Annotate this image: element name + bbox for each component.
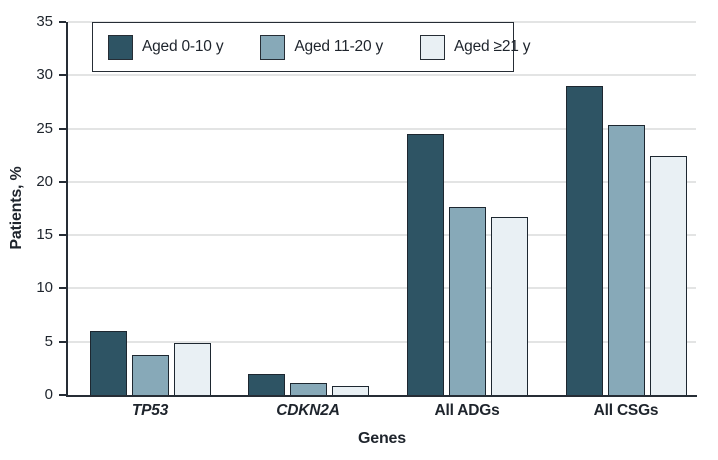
legend-item: Aged ≥21 y: [420, 34, 531, 60]
gridline: [68, 180, 696, 183]
y-tick-label: 20: [36, 172, 53, 190]
y-tick: [59, 180, 66, 183]
x-category-label: All ADGs: [434, 402, 500, 419]
y-tick-label: 10: [36, 279, 53, 297]
bar: [448, 207, 486, 395]
bar: [131, 354, 169, 395]
gridline: [68, 340, 696, 343]
gridline: [68, 74, 696, 77]
legend-swatch-series-1: [260, 34, 286, 60]
y-axis-line: [66, 22, 68, 397]
y-tick: [59, 287, 66, 290]
y-tick-label: 35: [36, 13, 53, 30]
bar: [565, 85, 603, 395]
plot-area: Aged 0-10 y Aged 11-20 y Aged ≥21 y 0 5 10…: [36, 13, 697, 419]
gridline: [68, 234, 696, 237]
legend-item: Aged 11-20 y: [260, 34, 384, 60]
bar: [89, 331, 127, 395]
y-tick: [59, 394, 66, 396]
y-tick: [59, 21, 66, 23]
bar: [607, 125, 645, 395]
y-tick: [59, 74, 66, 77]
bar: [490, 217, 528, 395]
bar: [247, 373, 285, 395]
x-category-label: TP53: [131, 402, 169, 419]
legend-item: Aged 0-10 y: [108, 34, 224, 60]
y-tick: [59, 340, 66, 343]
bar: [173, 342, 211, 395]
x-axis-title: Genes: [358, 430, 406, 447]
legend-label: Aged ≥21 y: [454, 38, 531, 55]
legend-label: Aged 0-10 y: [142, 38, 224, 55]
x-category-label: All CSGs: [593, 402, 659, 419]
bar: [406, 133, 444, 395]
y-tick-label: 5: [44, 332, 53, 350]
bar: [649, 156, 687, 395]
y-tick-label: 0: [44, 386, 53, 403]
y-tick-label: 25: [36, 119, 53, 137]
y-tick-label: 30: [36, 66, 53, 84]
legend: Aged 0-10 y Aged 11-20 y Aged ≥21 y: [92, 22, 531, 72]
x-axis-line: [66, 395, 697, 397]
legend-swatch-series-2: [420, 34, 446, 60]
legend-swatch-series-0: [108, 34, 133, 60]
legend-label: Aged 11-20 y: [294, 38, 384, 55]
bar: [331, 386, 369, 395]
y-tick-label: 15: [36, 226, 53, 244]
gridline: [68, 287, 696, 290]
y-tick: [59, 127, 66, 130]
y-tick: [59, 234, 66, 237]
x-category-label: CDKN2A: [276, 402, 340, 419]
gridline: [68, 127, 696, 130]
bar: [289, 383, 327, 395]
